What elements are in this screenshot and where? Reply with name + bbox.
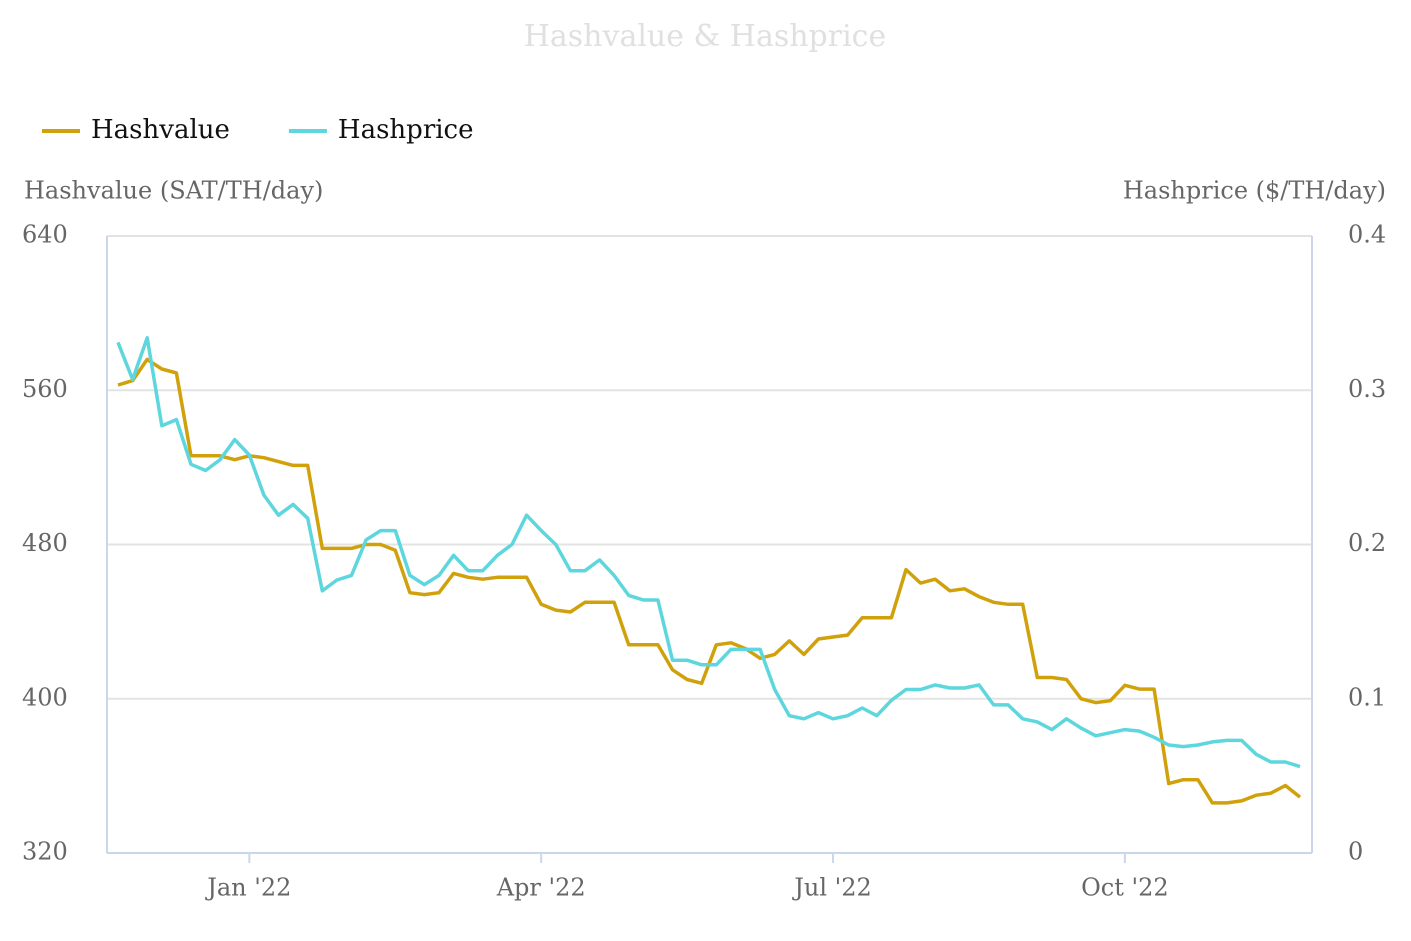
y2-tick-label: 0.2 [1348,529,1386,557]
y2-tick-label: 0 [1348,838,1363,866]
y-tick-label: 400 [22,683,68,711]
legend-label[interactable]: Hashvalue [91,115,230,145]
x-tick-label: Jan '22 [204,874,291,902]
legend-label[interactable]: Hashprice [338,115,474,145]
x-tick-label: Apr '22 [496,874,586,902]
x-tick-label: Jul '22 [791,874,872,902]
series-line [117,357,1302,805]
y-axis-title: Hashvalue (SAT/TH/day) [24,177,323,205]
x-tick-label: Oct '22 [1081,874,1169,902]
y2-tick-label: 0.3 [1348,375,1386,403]
y-tick-label: 480 [22,529,68,557]
y2-tick-label: 0.4 [1348,221,1386,249]
series-line [116,336,1301,769]
y-tick-label: 320 [22,838,68,866]
y2-tick-label: 0.1 [1348,683,1386,711]
y-tick-label: 560 [22,375,68,403]
y2-axis-title: Hashprice ($/TH/day) [1123,177,1386,205]
y-tick-label: 640 [22,221,68,249]
chart-title: Hashvalue & Hashprice [524,19,887,54]
